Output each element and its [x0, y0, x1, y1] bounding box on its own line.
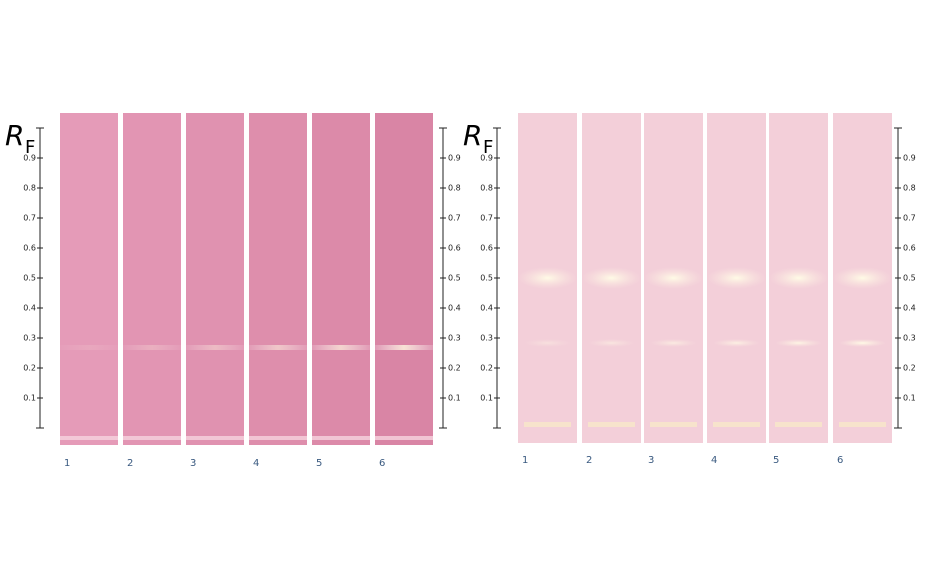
plate-band: [644, 267, 703, 289]
plate-lane: [123, 113, 181, 445]
plate-start: [839, 422, 886, 427]
tick-label: 0.4: [23, 304, 36, 313]
plate-band: [769, 267, 828, 289]
tick-label: 0.9: [448, 154, 461, 163]
tick-label: 0.6: [23, 244, 36, 253]
lane-label: 3: [190, 458, 196, 469]
tick-label: 0.9: [903, 154, 916, 163]
plate-lane: [186, 113, 244, 445]
tick-label: 0.4: [903, 304, 916, 313]
lane-label: 2: [586, 455, 592, 466]
lane-label: 1: [522, 455, 528, 466]
tick-label: 0.7: [448, 214, 461, 223]
tick-label: 0.2: [23, 364, 36, 373]
tick-label: 0.1: [480, 394, 493, 403]
lane-label: 4: [253, 458, 259, 469]
rf-subscript: F: [483, 137, 493, 158]
lane-label: 1: [64, 458, 70, 469]
tick-label: 0.5: [903, 274, 916, 283]
tick-label: 0.2: [903, 364, 916, 373]
plate-lane: [249, 113, 307, 445]
plate-band: [249, 345, 307, 350]
plate-lane: [60, 113, 118, 445]
tick-label: 0.7: [480, 214, 493, 223]
plate-band: [582, 267, 641, 289]
plate-band: [588, 339, 635, 347]
tick-label: 0.5: [448, 274, 461, 283]
tick-label: 0.6: [903, 244, 916, 253]
tick-label: 0.2: [448, 364, 461, 373]
tick-label: 0.2: [480, 364, 493, 373]
plate-band: [375, 345, 433, 350]
tick-label: 0.8: [480, 184, 493, 193]
lane-label: 5: [316, 458, 322, 469]
plate-band: [650, 339, 697, 347]
plate-band: [713, 339, 760, 347]
tick-label: 0.3: [448, 334, 461, 343]
tick-label: 0.4: [448, 304, 461, 313]
plate-start: [713, 422, 760, 427]
plate-front: [312, 436, 370, 440]
plate-band: [312, 345, 370, 350]
plate-start: [650, 422, 697, 427]
tick-label: 0.6: [448, 244, 461, 253]
plate-start: [524, 422, 571, 427]
tick-label: 0.3: [903, 334, 916, 343]
plate-front: [375, 436, 433, 440]
plate-band: [839, 339, 886, 347]
plate-band: [60, 345, 118, 350]
tick-label: 0.9: [23, 154, 36, 163]
lane-label: 3: [648, 455, 654, 466]
plate-front: [60, 436, 118, 440]
lane-label: 2: [127, 458, 133, 469]
plate-band: [833, 267, 892, 289]
lane-label: 6: [837, 455, 843, 466]
tick-label: 0.4: [480, 304, 493, 313]
tick-label: 0.1: [448, 394, 461, 403]
tick-label: 0.6: [480, 244, 493, 253]
plate-front: [123, 436, 181, 440]
rf-symbol: R: [5, 119, 24, 152]
plate-band: [186, 345, 244, 350]
tick-label: 0.7: [23, 214, 36, 223]
plate-front: [186, 436, 244, 440]
tick-label: 0.8: [903, 184, 916, 193]
plate-lane: [312, 113, 370, 445]
lane-label: 6: [379, 458, 385, 469]
tick-label: 0.5: [23, 274, 36, 283]
rf-subscript: F: [25, 137, 35, 158]
tick-label: 0.3: [480, 334, 493, 343]
lane-label: 5: [773, 455, 779, 466]
plate-band: [518, 267, 577, 289]
tick-label: 0.8: [448, 184, 461, 193]
plate-front: [249, 436, 307, 440]
plate-band: [707, 267, 766, 289]
plate-band: [524, 339, 571, 347]
plate-band: [123, 345, 181, 350]
tick-label: 0.7: [903, 214, 916, 223]
tick-label: 0.8: [23, 184, 36, 193]
tick-label: 0.3: [23, 334, 36, 343]
tick-label: 0.9: [480, 154, 493, 163]
rf-symbol: R: [463, 119, 482, 152]
plate-start: [775, 422, 822, 427]
plate-start: [588, 422, 635, 427]
plate-band: [775, 339, 822, 347]
tick-label: 0.1: [23, 394, 36, 403]
plate-lane: [375, 113, 433, 445]
tick-label: 0.5: [480, 274, 493, 283]
tick-label: 0.1: [903, 394, 916, 403]
lane-label: 4: [711, 455, 717, 466]
